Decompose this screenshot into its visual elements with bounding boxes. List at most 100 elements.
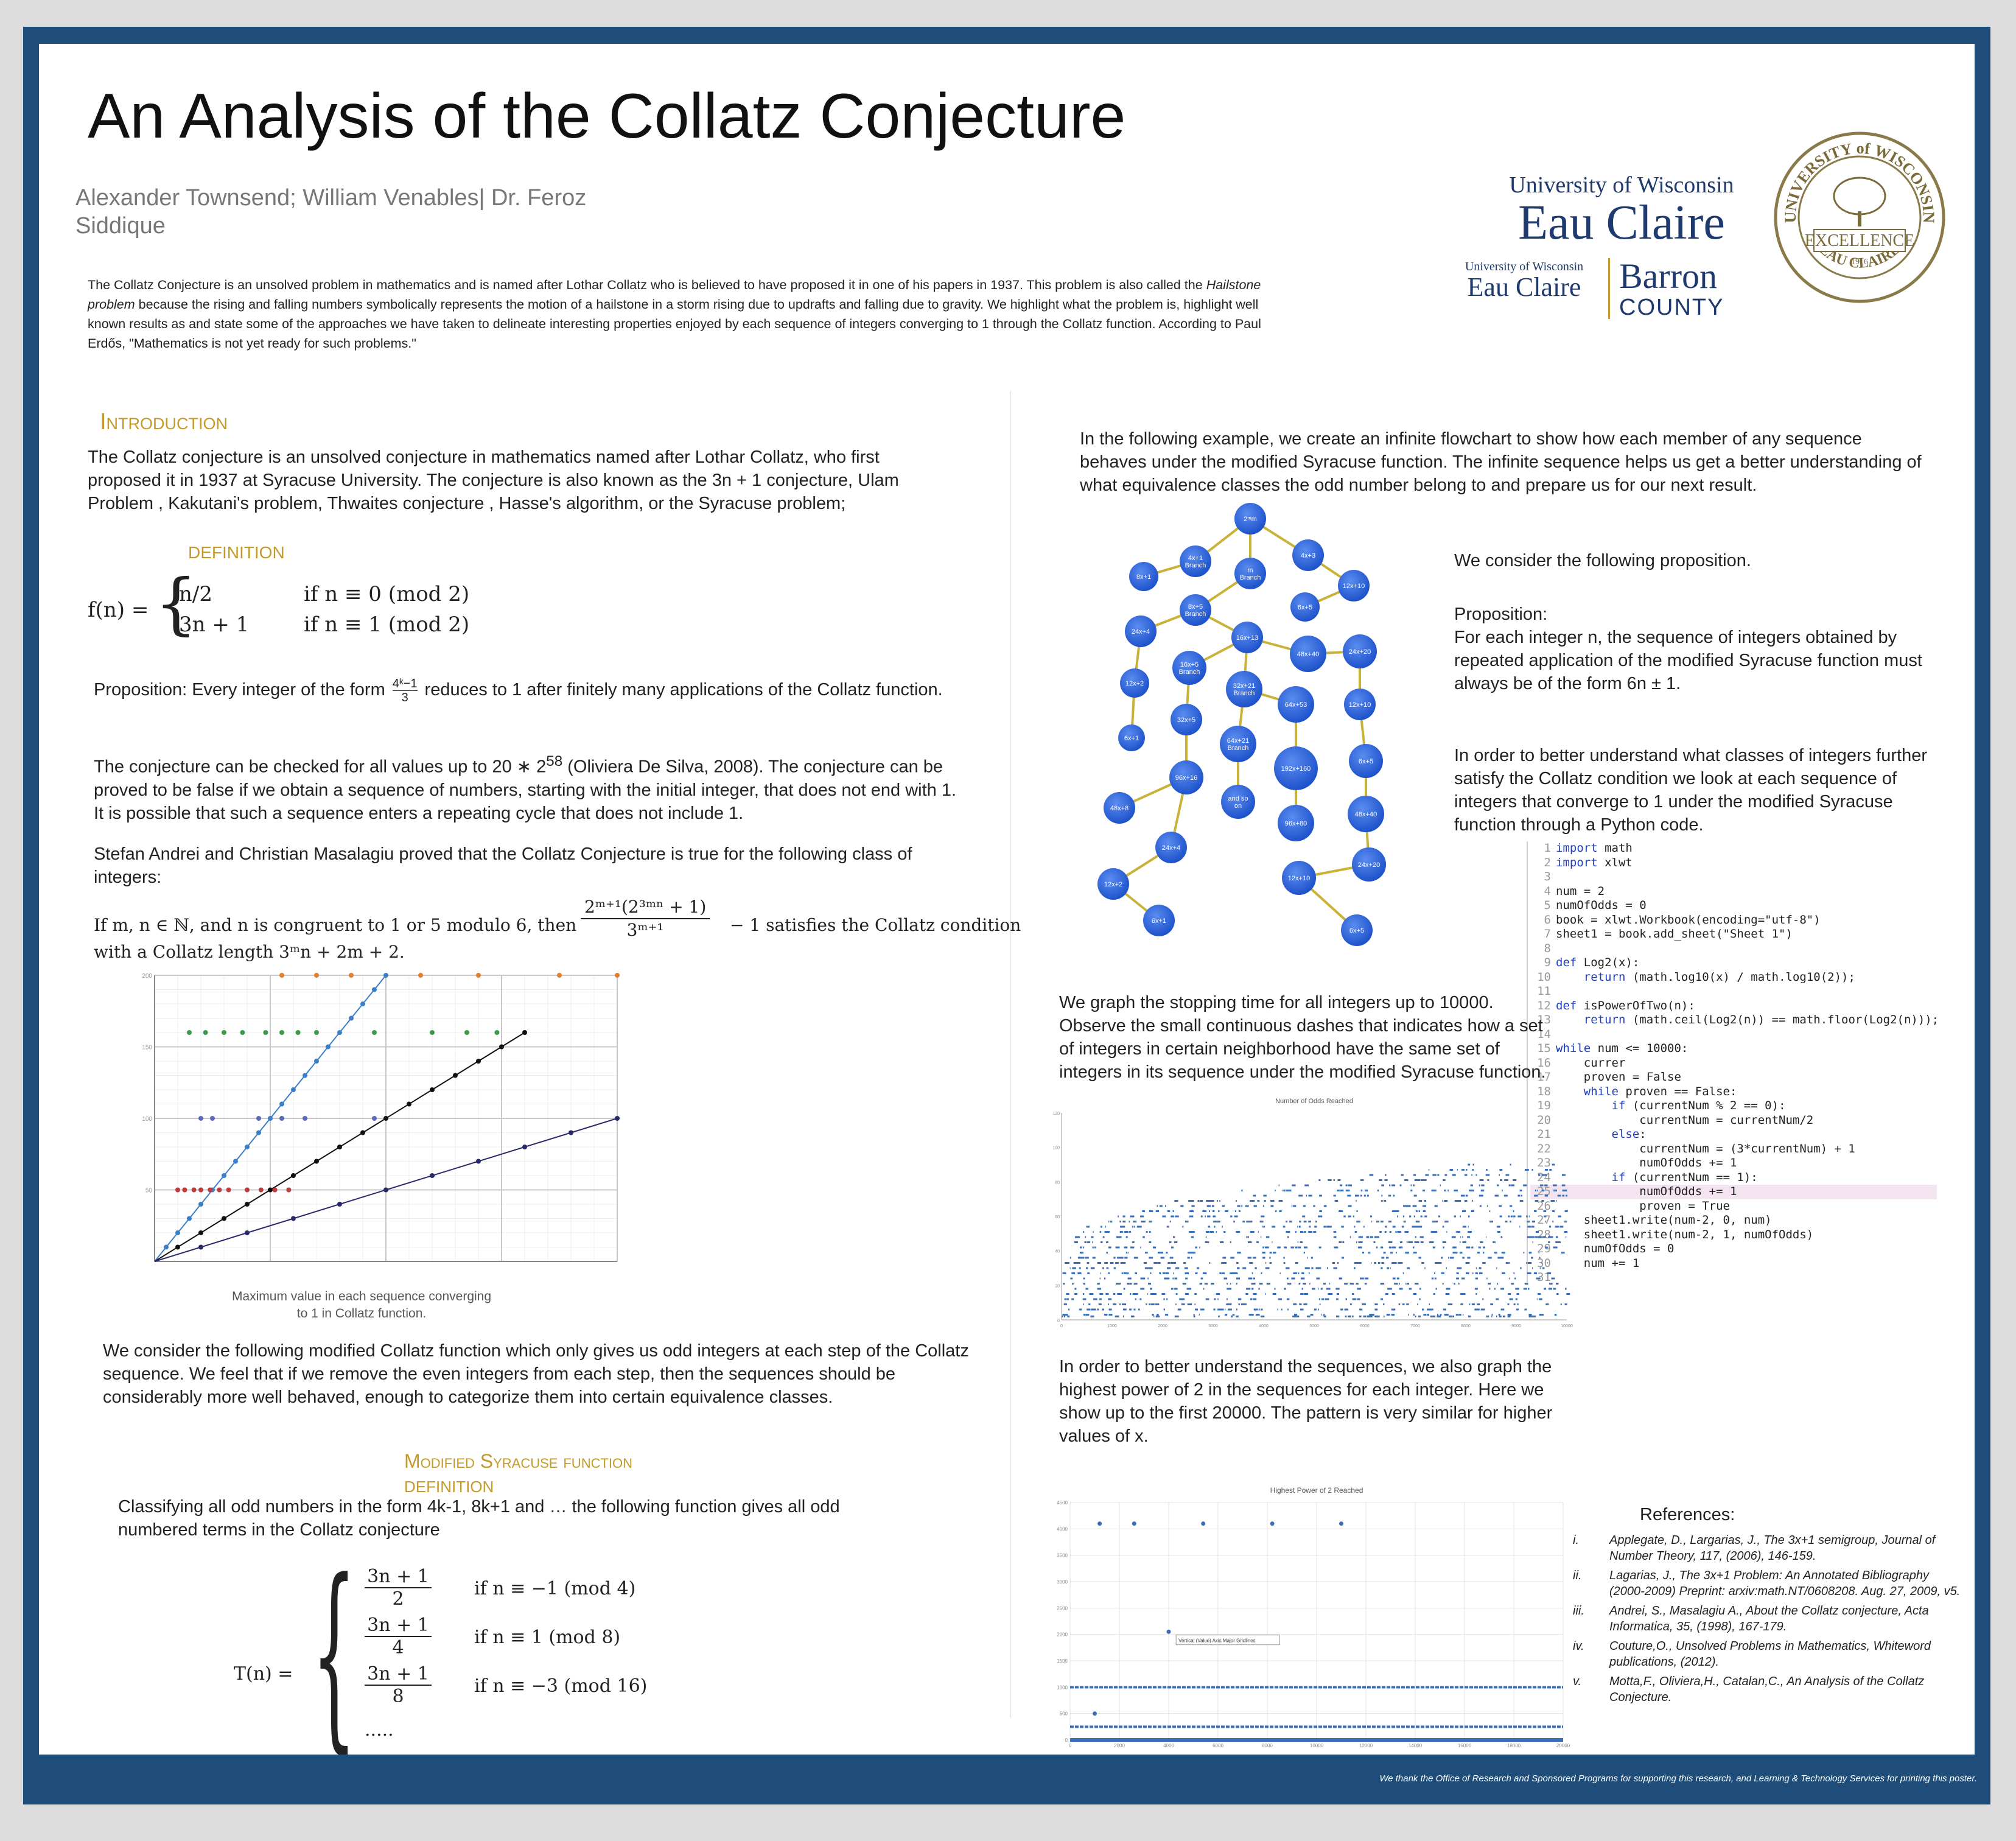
data-dash — [1258, 1308, 1260, 1311]
data-dash — [1468, 1190, 1472, 1191]
data-dash — [1511, 1184, 1515, 1187]
data-dash — [1549, 1283, 1553, 1285]
flow-node: 96x+80 — [1278, 805, 1314, 841]
abstract-part1: The Collatz Conjecture is an unsolved pr… — [88, 278, 1206, 292]
data-dash — [1321, 1298, 1325, 1300]
flow-node-circle — [1180, 545, 1211, 577]
data-dash — [1236, 1315, 1239, 1317]
data-point — [1339, 1521, 1343, 1526]
flow-node: 12x+10 — [1338, 570, 1370, 601]
data-dash — [1358, 1236, 1361, 1238]
theorem-part3: with a Collatz length 3ᵐn + 2m + 2. — [94, 942, 405, 962]
data-point — [499, 1044, 504, 1050]
data-dash — [1225, 1210, 1228, 1212]
data-dash — [1172, 1272, 1174, 1274]
data-dash — [1377, 1221, 1379, 1222]
code-text: else: — [1611, 1127, 1647, 1141]
data-dash — [1553, 1288, 1556, 1290]
data-dash — [1180, 1205, 1184, 1207]
data-dash — [1216, 1231, 1217, 1233]
data-dash — [1091, 1236, 1094, 1238]
data-dash — [1416, 1210, 1418, 1212]
data-dash — [1503, 1194, 1508, 1197]
data-dash — [1496, 1226, 1500, 1228]
data-dash — [1099, 1231, 1102, 1233]
data-dash — [1202, 1272, 1207, 1274]
data-dash — [1251, 1288, 1254, 1290]
data-point — [175, 1187, 180, 1193]
code-line: 21 else: — [1530, 1127, 1937, 1142]
data-dash — [1223, 1231, 1226, 1233]
data-dash — [1164, 1205, 1166, 1207]
data-dash — [1318, 1288, 1319, 1290]
data-dash — [1209, 1210, 1210, 1212]
data-dash — [1360, 1194, 1362, 1197]
code-keyword: if — [1611, 1170, 1626, 1184]
data-dash — [1528, 1288, 1530, 1290]
data-dash — [1491, 1315, 1493, 1317]
data-point — [1201, 1521, 1206, 1526]
data-dash — [1472, 1272, 1474, 1274]
proposition-1: Proposition: Every integer of the form 4… — [94, 677, 1007, 704]
data-dash — [1199, 1246, 1200, 1249]
check-part1: The conjecture can be checked for all va… — [94, 757, 547, 777]
data-dash — [1356, 1210, 1358, 1212]
flow-node-label: 12x+10 — [1288, 875, 1310, 882]
code-text: import xlwt — [1556, 855, 1633, 869]
small-logo-line2: Eau Claire — [1467, 272, 1581, 302]
data-dash — [1251, 1288, 1253, 1290]
data-dash — [1153, 1315, 1155, 1317]
data-dash — [1509, 1298, 1513, 1300]
data-dash — [1413, 1293, 1417, 1295]
data-dash — [1360, 1236, 1363, 1238]
data-dash — [1299, 1303, 1302, 1305]
data-dash — [1552, 1221, 1554, 1222]
data-dash — [1502, 1190, 1503, 1191]
data-dash — [1236, 1283, 1237, 1285]
data-dash — [1274, 1288, 1276, 1290]
data-dash — [1286, 1298, 1290, 1300]
flow-node-circle — [1155, 832, 1187, 863]
y-tick-label: 2000 — [1057, 1632, 1068, 1638]
data-dash — [1482, 1298, 1484, 1300]
data-dash — [1333, 1231, 1337, 1233]
line-number: 7 — [1544, 927, 1551, 941]
data-dash — [1339, 1241, 1342, 1243]
data-dash — [1381, 1298, 1384, 1300]
data-dash — [1452, 1174, 1456, 1176]
data-dash — [1468, 1226, 1469, 1228]
data-dash — [1067, 1315, 1070, 1317]
data-dash — [1087, 1308, 1091, 1311]
theorem-part2: − 1 satisfies the Collatz condition — [730, 915, 1021, 935]
data-dash — [1119, 1221, 1121, 1222]
data-dash — [1104, 1231, 1109, 1233]
data-dash — [1374, 1303, 1378, 1305]
data-dash — [1062, 1314, 1065, 1316]
data-dash — [1471, 1210, 1474, 1212]
data-dash — [1508, 1277, 1510, 1280]
data-dash — [1466, 1246, 1471, 1249]
data-dash — [1564, 1190, 1567, 1191]
data-dash — [1295, 1246, 1298, 1249]
data-dash — [1230, 1283, 1231, 1285]
data-point — [337, 1030, 342, 1035]
data-dash — [1465, 1272, 1469, 1274]
flow-node: 4x+3 — [1292, 539, 1324, 571]
data-dash — [1364, 1277, 1369, 1280]
data-dash — [1500, 1236, 1503, 1238]
tree-icon — [1833, 177, 1886, 226]
data-dash — [1117, 1257, 1121, 1259]
data-dash — [1513, 1215, 1516, 1218]
data-dash — [1169, 1257, 1174, 1259]
flow-node-label: 24x+4 — [1132, 628, 1150, 636]
data-point — [268, 1116, 273, 1121]
data-dash — [1251, 1200, 1255, 1202]
data-dash — [1415, 1315, 1416, 1317]
data-dash — [1129, 1231, 1132, 1233]
data-dash — [1191, 1231, 1195, 1233]
data-dash — [1461, 1169, 1463, 1171]
data-dash — [1358, 1241, 1361, 1243]
data-dash — [1251, 1283, 1256, 1285]
data-point — [349, 973, 354, 978]
data-point — [198, 1244, 203, 1250]
